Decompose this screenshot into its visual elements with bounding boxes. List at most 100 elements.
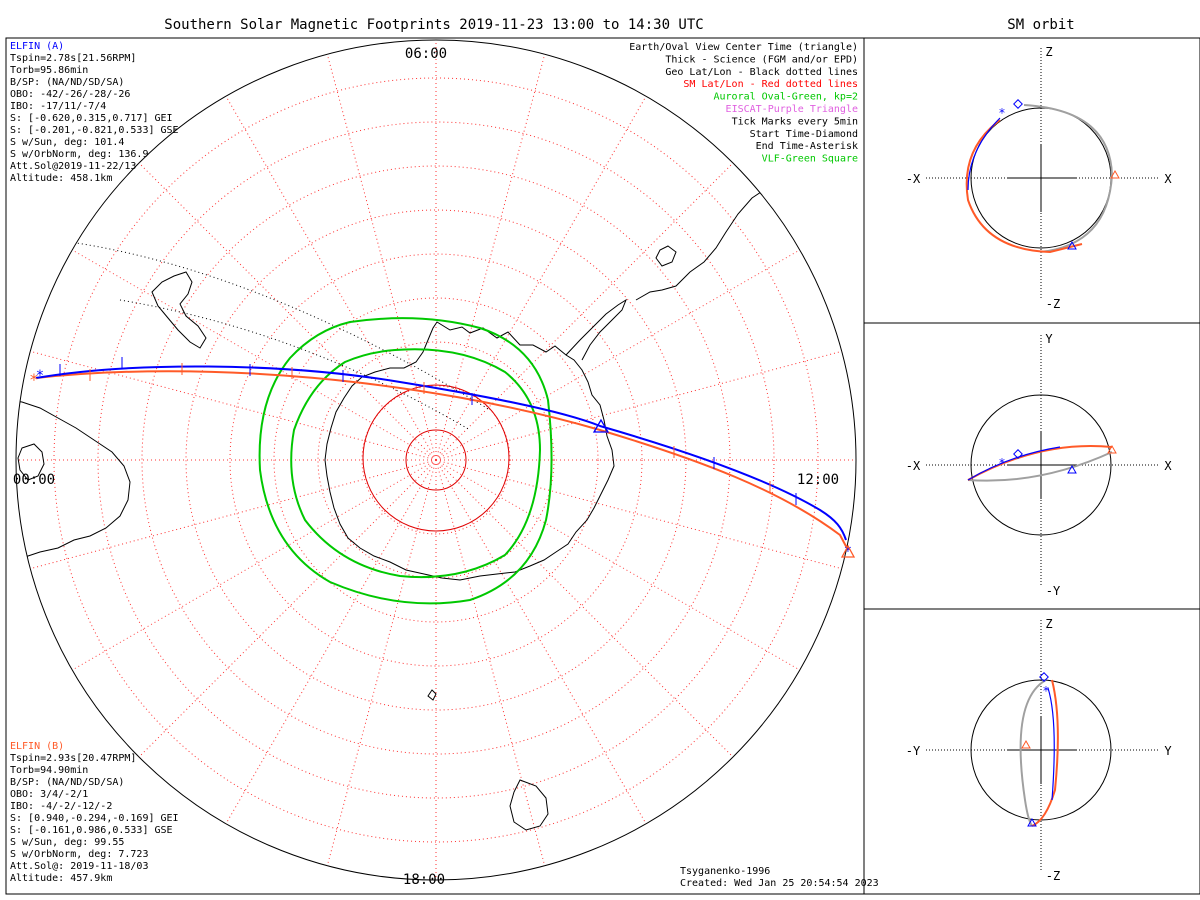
legend-entry: Earth/Oval View Center Time (triangle): [629, 42, 858, 53]
elfin-b-footprint-trace: [35, 370, 849, 551]
orbit-path-elfin-a: [967, 446, 1061, 481]
mlt-labels: 06:00 12:00 18:00 00:00: [13, 46, 839, 888]
elfin-b-info-line: S: [0.940,-0.294,-0.169] GEI: [10, 813, 179, 824]
sm-longitude-line: [435, 148, 748, 461]
figure-title: Southern Solar Magnetic Footprints 2019-…: [164, 17, 703, 33]
sm-longitude-line: [215, 78, 437, 461]
orbit-axis-label: X: [1164, 459, 1172, 473]
sm-longitude-line: [54, 459, 437, 681]
legend-entry: VLF-Green Square: [762, 154, 858, 165]
orbit-view-triangle: [1107, 444, 1117, 454]
sm-longitude-line: [124, 459, 437, 772]
orbit-axis-label: Z: [1045, 45, 1052, 59]
island-1: [427, 689, 437, 701]
elfin-b-name: ELFIN (B): [10, 741, 64, 752]
earth-outline: [970, 394, 1112, 536]
sm-latitude-ring: [362, 384, 510, 532]
mlt-label-bottom: 18:00: [403, 872, 445, 888]
mlt-label-left: 00:00: [13, 472, 55, 488]
sm-longitude-line: [16, 345, 437, 461]
model-label: Tsyganenko-1996: [680, 866, 770, 877]
legend-entry: EISCAT-Purple Triangle: [726, 104, 858, 115]
orbit-end-asterisk: *: [998, 456, 1005, 470]
legend-entry: Geo Lat/Lon - Black dotted lines: [665, 67, 858, 78]
orbit-view-triangle: [1021, 739, 1031, 749]
elfin-b-info-line: IBO: -4/-2/-12/-2: [10, 801, 112, 812]
elfin-a-info-line: Tspin=2.78s[21.56RPM]: [10, 53, 136, 64]
legend-entry: Thick - Science (FGM and/or EPD): [665, 54, 858, 65]
antarctica-coast: [324, 321, 615, 581]
orbit-axis-label: -Z: [1046, 869, 1060, 883]
sm-longitude-line: [435, 459, 856, 575]
elfin-a-name: ELFIN (A): [10, 41, 64, 52]
sm-longitude-line: [435, 459, 748, 772]
elfin-a-info-line: IBO: -17/11/-7/4: [10, 101, 106, 112]
sm-longitude-grid: [16, 40, 856, 880]
elfin-b-info-line: Att.Sol@: 2019-11-18/03: [10, 861, 148, 872]
sm-latitude-ring: [273, 297, 599, 623]
sm-longitude-line: [435, 459, 818, 681]
south-america-coast: [635, 175, 856, 441]
elfin-b-info-line: S w/OrbNorm, deg: 7.723: [10, 849, 148, 860]
elfin-a-info-line: Att.Sol@2019-11-22/13: [10, 161, 136, 172]
orbit-axis-label: Y: [1045, 332, 1053, 346]
orbit-path-elfin-a: [1047, 687, 1055, 801]
orbit-path-elfin-b: [965, 119, 1083, 254]
auroral-oval-outer: [258, 317, 553, 605]
orbit-view-triangle: [1110, 169, 1120, 179]
orbit-axis-label: -Y: [1046, 584, 1061, 598]
orbit-panel: * -Y Y Z -Z: [906, 617, 1173, 883]
sm-longitude-line: [435, 239, 818, 461]
orbit-start-diamond: [1013, 99, 1023, 109]
sm-latitude-ring: [317, 341, 555, 579]
orbit-path-gray: [967, 451, 1113, 482]
mlt-label-top: 06:00: [405, 46, 447, 62]
sm-latitude-ring: [229, 253, 643, 667]
elfin-a-footprint-trace: [35, 365, 847, 541]
sm-longitude-line: [54, 239, 437, 461]
sm-longitude-line: [435, 78, 657, 461]
elfin-b-info: ELFIN (B) Tspin=2.93s[20.47RPM]Torb=94.9…: [10, 741, 179, 884]
sm-latitude-ring: [185, 209, 687, 711]
sm-longitude-line: [435, 459, 551, 880]
legend-entry: SM Lat/Lon - Red dotted lines: [683, 79, 858, 90]
elfin-b-info-line: Torb=94.90min: [10, 765, 88, 776]
orbit-end-asterisk: *: [998, 106, 1005, 120]
orbit-start-diamond: [1039, 672, 1049, 682]
orbit-axis-label: Y: [1164, 744, 1172, 758]
auroral-ovals: [258, 317, 553, 605]
sm-latitude-ring: [141, 165, 731, 755]
svg-text:*: *: [29, 370, 39, 389]
south-georgia-coast: [655, 245, 677, 267]
new-zealand-coast: [151, 271, 207, 349]
elfin-a-info-line: B/SP: (NA/ND/SD/SA): [10, 77, 124, 88]
elfin-b-info-line: OBO: 3/4/-2/1: [10, 789, 88, 800]
elfin-a-info-line: S w/OrbNorm, deg: 136.9: [10, 149, 148, 160]
sm-longitude-line: [16, 459, 437, 575]
mlt-label-right: 12:00: [797, 472, 839, 488]
tasmania-coast: [509, 779, 549, 831]
orbit-axis-label: -X: [906, 172, 921, 186]
antarctic-peninsula: [565, 298, 628, 361]
sm-longitude-line: [435, 459, 657, 842]
orbit-view-triangle: [1027, 817, 1037, 827]
orbit-path-gray: [1023, 104, 1114, 253]
elfin-a-info-line: Altitude: 458.1km: [10, 173, 112, 184]
legend-entry: End Time-Asterisk: [756, 141, 858, 152]
sm-latitude-ring: [97, 121, 775, 799]
orbit-path-elfin-b: [1031, 679, 1059, 827]
created-label: Created: Wed Jan 25 20:54:54 2023: [680, 878, 879, 889]
orbit-end-asterisk: *: [1042, 684, 1049, 698]
elfin-b-ticks: [89, 363, 771, 493]
orbit-frame: [863, 37, 1200, 895]
orbit-axis-label: -Y: [906, 744, 921, 758]
orbit-title: SM orbit: [1007, 17, 1074, 33]
orbit-axis-label: Z: [1045, 617, 1052, 631]
orbit-panels: * -X X Z -Z * -X X Y -Y * -Y Y Z -Z: [906, 45, 1173, 883]
view-center-triangles: [592, 418, 856, 558]
elfin-a-info-line: S w/Sun, deg: 101.4: [10, 137, 124, 148]
elfin-a-ticks: [59, 357, 797, 505]
sm-latitude-ring: [361, 385, 511, 535]
geo-grid: [69, 241, 491, 431]
